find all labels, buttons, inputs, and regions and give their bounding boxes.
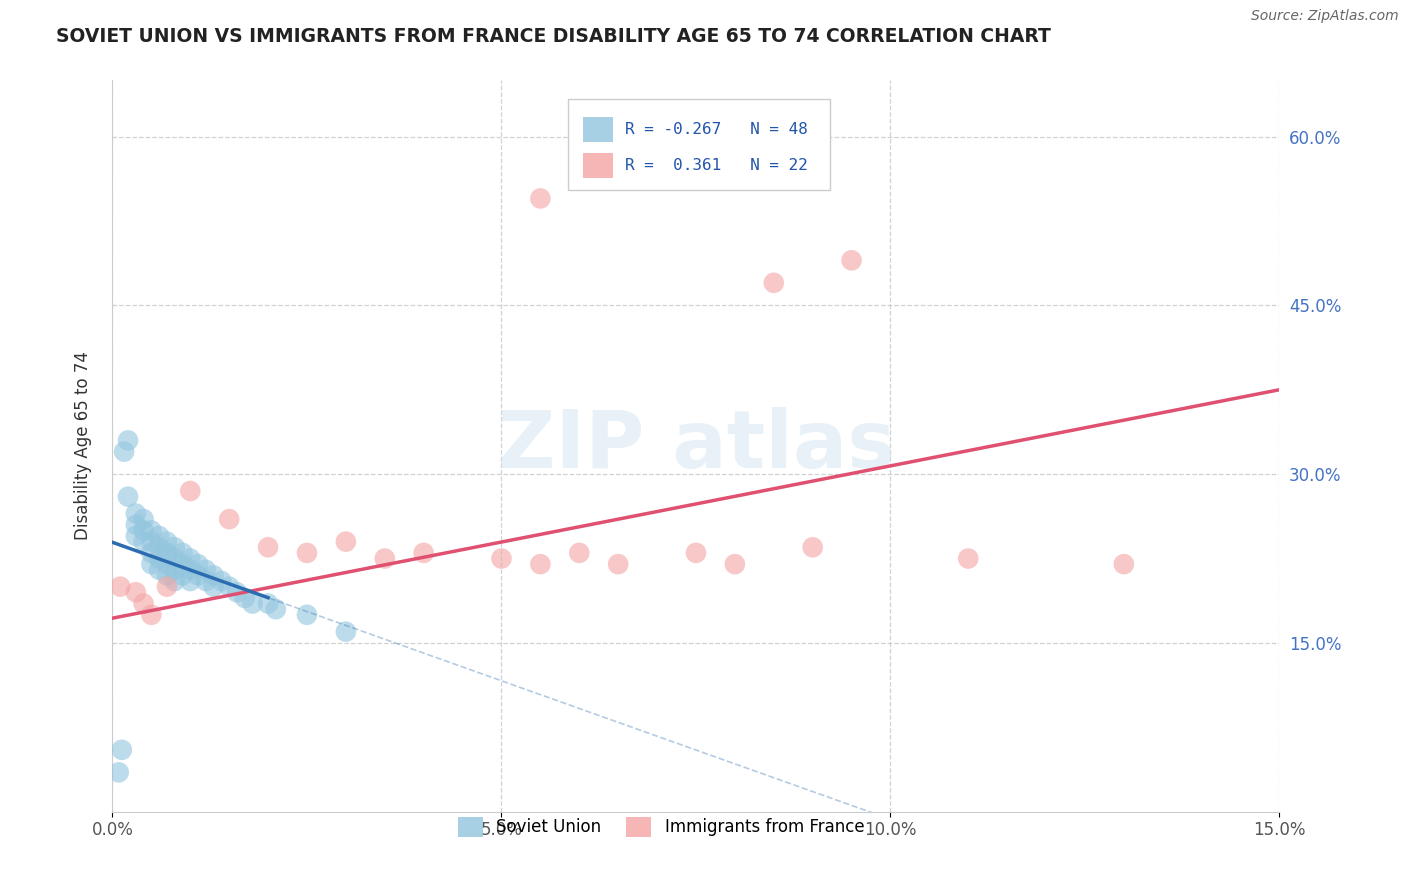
Point — [841, 253, 863, 268]
Point — [529, 191, 551, 205]
Point — [107, 765, 129, 780]
Point — [141, 557, 163, 571]
Point — [132, 524, 155, 538]
Point — [111, 743, 134, 757]
FancyBboxPatch shape — [582, 153, 613, 178]
Point — [172, 546, 194, 560]
Point — [125, 585, 148, 599]
Point — [202, 568, 225, 582]
Point — [179, 574, 201, 588]
Text: SOVIET UNION VS IMMIGRANTS FROM FRANCE DISABILITY AGE 65 TO 74 CORRELATION CHART: SOVIET UNION VS IMMIGRANTS FROM FRANCE D… — [56, 27, 1052, 45]
Point — [529, 557, 551, 571]
Point — [148, 529, 170, 543]
Point — [209, 574, 232, 588]
Point — [125, 507, 148, 521]
Point — [117, 434, 139, 448]
Point — [226, 585, 249, 599]
Point — [110, 580, 132, 594]
Point — [141, 524, 163, 538]
Point — [607, 557, 630, 571]
Point — [156, 534, 179, 549]
Point — [117, 490, 139, 504]
Point — [148, 551, 170, 566]
Point — [148, 563, 170, 577]
Point — [141, 534, 163, 549]
Point — [374, 551, 396, 566]
Point — [264, 602, 287, 616]
Point — [112, 444, 135, 458]
Point — [724, 557, 747, 571]
Point — [762, 276, 785, 290]
Point — [1112, 557, 1135, 571]
Point — [242, 597, 264, 611]
Point — [218, 580, 240, 594]
Point — [194, 574, 217, 588]
Point — [335, 624, 357, 639]
Legend: Soviet Union, Immigrants from France: Soviet Union, Immigrants from France — [451, 810, 870, 844]
Point — [132, 512, 155, 526]
Point — [187, 557, 209, 571]
Point — [233, 591, 256, 605]
Point — [295, 607, 318, 622]
Point — [257, 541, 280, 555]
Point — [801, 541, 824, 555]
Point — [148, 541, 170, 555]
Point — [156, 546, 179, 560]
Point — [179, 483, 201, 498]
Point — [125, 529, 148, 543]
Point — [491, 551, 513, 566]
Point — [132, 597, 155, 611]
Point — [957, 551, 980, 566]
Point — [141, 546, 163, 560]
Point — [156, 580, 179, 594]
Point — [132, 534, 155, 549]
Point — [163, 563, 186, 577]
FancyBboxPatch shape — [582, 117, 613, 142]
Point — [125, 517, 148, 532]
Text: Source: ZipAtlas.com: Source: ZipAtlas.com — [1251, 9, 1399, 23]
Text: ZIP atlas: ZIP atlas — [496, 407, 896, 485]
Point — [156, 568, 179, 582]
Point — [187, 568, 209, 582]
Point — [685, 546, 707, 560]
Point — [163, 551, 186, 566]
Point — [156, 557, 179, 571]
Text: R = -0.267   N = 48: R = -0.267 N = 48 — [624, 121, 807, 136]
Point — [218, 512, 240, 526]
Text: R =  0.361   N = 22: R = 0.361 N = 22 — [624, 158, 807, 173]
Point — [568, 546, 591, 560]
Point — [179, 551, 201, 566]
Point — [335, 534, 357, 549]
Point — [172, 557, 194, 571]
Point — [163, 574, 186, 588]
Point — [412, 546, 434, 560]
FancyBboxPatch shape — [568, 99, 830, 190]
Point — [202, 580, 225, 594]
Point — [141, 607, 163, 622]
Point — [179, 563, 201, 577]
Point — [194, 563, 217, 577]
Point — [295, 546, 318, 560]
Point — [172, 568, 194, 582]
Point — [257, 597, 280, 611]
Point — [163, 541, 186, 555]
Y-axis label: Disability Age 65 to 74: Disability Age 65 to 74 — [73, 351, 91, 541]
